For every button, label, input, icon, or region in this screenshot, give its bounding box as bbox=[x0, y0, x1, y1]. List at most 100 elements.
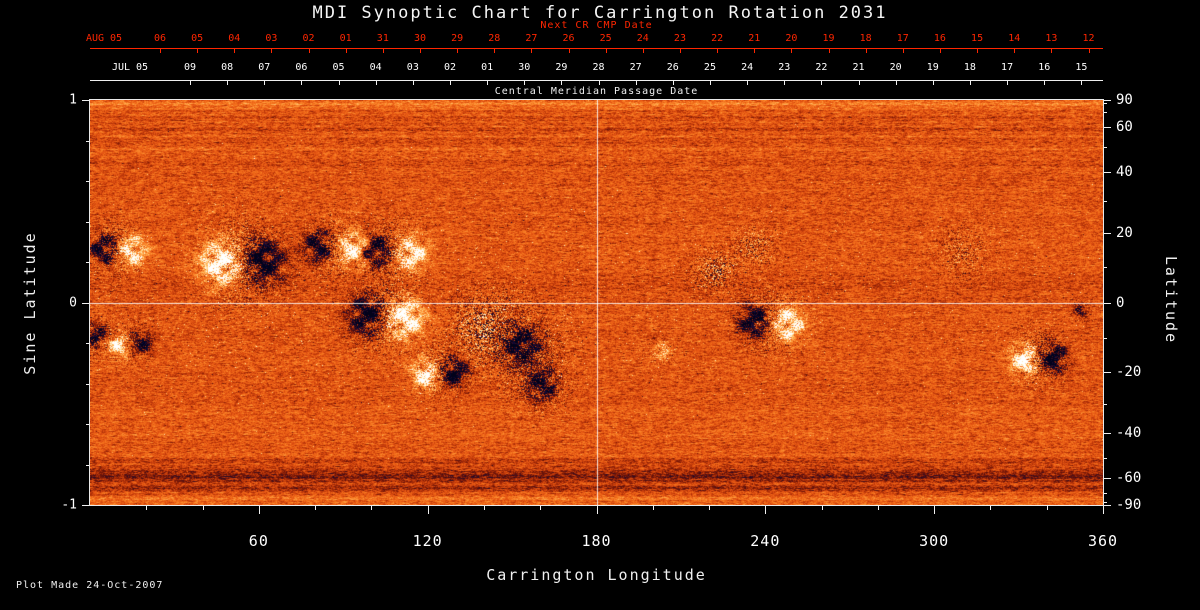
cmp-day-label: 28 bbox=[592, 62, 605, 73]
latitude-tick-label: -90 bbox=[1116, 497, 1142, 513]
cmp-day-label: 19 bbox=[926, 62, 939, 73]
cmp-day-tick bbox=[635, 80, 637, 85]
cmp-day-label: 15 bbox=[1075, 62, 1088, 73]
sine-tick-label: 0 bbox=[69, 295, 77, 310]
latitude-major-tick bbox=[1103, 172, 1111, 174]
cmp-day-tick bbox=[709, 80, 711, 85]
longitude-minor-tick bbox=[652, 506, 654, 510]
sine-minor-tick bbox=[86, 464, 90, 466]
longitude-major-tick bbox=[258, 506, 260, 514]
sine-minor-tick bbox=[86, 424, 90, 425]
longitude-minor-tick bbox=[540, 506, 542, 510]
cmp-day-tick bbox=[487, 80, 489, 85]
latitude-tick-label: -40 bbox=[1116, 424, 1142, 441]
next-cr-day-tick bbox=[865, 48, 867, 53]
cmp-day-label: 09 bbox=[183, 62, 197, 73]
latitude-minor-tick bbox=[1103, 267, 1107, 269]
next-cr-day-tick bbox=[234, 48, 236, 53]
latitude-major-tick bbox=[1103, 100, 1111, 101]
cmp-day-label: 16 bbox=[1038, 62, 1051, 73]
latitude-minor-tick bbox=[1103, 457, 1107, 459]
cmp-day-label: 01 bbox=[481, 62, 494, 73]
cmp-day-tick bbox=[190, 80, 191, 85]
sine-minor-tick bbox=[86, 383, 90, 385]
cmp-date-axis: JUL 05 09 08 07 06 05 04 03 02 01 30 29 28 27 26 25 24 2… bbox=[90, 62, 1103, 86]
next-cr-day-tick bbox=[939, 48, 941, 53]
latitude-minor-tick bbox=[1103, 147, 1107, 149]
latitude-minor-tick bbox=[1103, 492, 1107, 494]
cmp-day-tick bbox=[524, 80, 526, 85]
cmp-day-tick bbox=[969, 80, 971, 85]
cmp-day-tick bbox=[932, 80, 934, 85]
cmp-day-label: 08 bbox=[221, 62, 234, 73]
sine-minor-tick bbox=[86, 140, 90, 142]
longitude-tick-label: 60 bbox=[248, 532, 269, 550]
cmp-axis-line bbox=[90, 80, 1103, 81]
cmp-day-tick bbox=[784, 80, 786, 85]
latitude-minor-tick bbox=[1103, 103, 1107, 105]
next-cr-day-tick bbox=[1088, 48, 1090, 53]
next-cr-day-tick bbox=[382, 48, 384, 53]
longitude-minor-tick bbox=[709, 506, 711, 510]
next-cr-day-label: 24 bbox=[636, 33, 649, 44]
cmp-day-tick bbox=[301, 80, 303, 85]
next-cr-day-tick bbox=[791, 48, 793, 53]
next-cr-day-label: 12 bbox=[1082, 33, 1095, 44]
latitude-major-tick bbox=[1103, 233, 1111, 235]
cmp-day-tick bbox=[598, 80, 600, 85]
cmp-day-tick bbox=[895, 80, 897, 85]
next-cr-day-label: 15 bbox=[971, 33, 984, 44]
latitude-minor-tick bbox=[1103, 337, 1107, 339]
next-cr-day-label: 16 bbox=[933, 33, 946, 44]
cmp-day-label: 23 bbox=[778, 62, 791, 73]
cmp-day-label: 21 bbox=[852, 62, 865, 73]
cmp-day-tick bbox=[561, 80, 563, 85]
cmp-day-label: 30 bbox=[518, 62, 531, 73]
longitude-minor-tick bbox=[146, 506, 148, 510]
longitude-minor-tick bbox=[877, 506, 879, 510]
cmp-day-label: 06 bbox=[295, 62, 308, 73]
next-cr-day-tick bbox=[1051, 48, 1053, 53]
chart-title: MDI Synoptic Chart for Carrington Rotati… bbox=[312, 3, 888, 23]
next-cr-day-label: 19 bbox=[822, 33, 835, 44]
longitude-axis-title: Carrington Longitude bbox=[486, 566, 707, 584]
cmp-day-label: 24 bbox=[741, 62, 754, 73]
next-cr-day-tick bbox=[902, 48, 904, 53]
next-cr-day-label: 17 bbox=[896, 33, 909, 44]
next-cr-day-tick bbox=[494, 48, 496, 53]
latitude-minor-tick bbox=[1103, 501, 1107, 503]
sine-latitude-axis-title: Sine Latitude bbox=[21, 231, 39, 375]
cmp-day-label: 29 bbox=[555, 62, 568, 73]
next-cr-day-label: 29 bbox=[451, 33, 464, 44]
next-cr-day-tick bbox=[457, 48, 459, 53]
next-cr-day-tick bbox=[754, 48, 756, 53]
cmp-day-tick bbox=[227, 80, 229, 85]
cmp-day-label: 20 bbox=[889, 62, 902, 73]
sine-minor-tick bbox=[86, 221, 90, 223]
sine-latitude-axis: 1 0 -1 bbox=[0, 93, 90, 513]
next-cr-day-label: 04 bbox=[228, 33, 241, 44]
sine-tick-label: -1 bbox=[61, 497, 77, 513]
latitude-tick-label: -60 bbox=[1116, 469, 1142, 486]
cmp-month-label: JUL 05 bbox=[111, 62, 149, 73]
next-cr-day-label: 01 bbox=[339, 33, 352, 44]
cmp-day-label: 17 bbox=[1001, 62, 1014, 73]
latitude-tick-label: 40 bbox=[1116, 164, 1133, 181]
cmp-day-label: 18 bbox=[963, 62, 976, 73]
longitude-axis: 60 120 180 240 300 360 bbox=[90, 506, 1117, 566]
next-cr-day-tick bbox=[642, 48, 644, 53]
next-cr-day-tick bbox=[197, 48, 199, 53]
longitude-minor-tick bbox=[1046, 506, 1048, 510]
next-cr-day-label: 03 bbox=[265, 33, 278, 44]
cmp-day-label: 22 bbox=[815, 62, 828, 73]
next-cr-day-label: 31 bbox=[376, 33, 389, 44]
cmp-day-label: 26 bbox=[666, 62, 679, 73]
longitude-major-tick bbox=[427, 506, 429, 514]
sine-major-tick bbox=[82, 505, 90, 506]
latitude-major-tick bbox=[1103, 302, 1111, 304]
latitude-major-tick bbox=[1103, 127, 1111, 129]
next-cr-day-label: 22 bbox=[711, 33, 724, 44]
latitude-minor-tick bbox=[1103, 403, 1107, 405]
cmp-day-label: 05 bbox=[332, 62, 345, 73]
next-cr-day-tick bbox=[977, 48, 979, 53]
